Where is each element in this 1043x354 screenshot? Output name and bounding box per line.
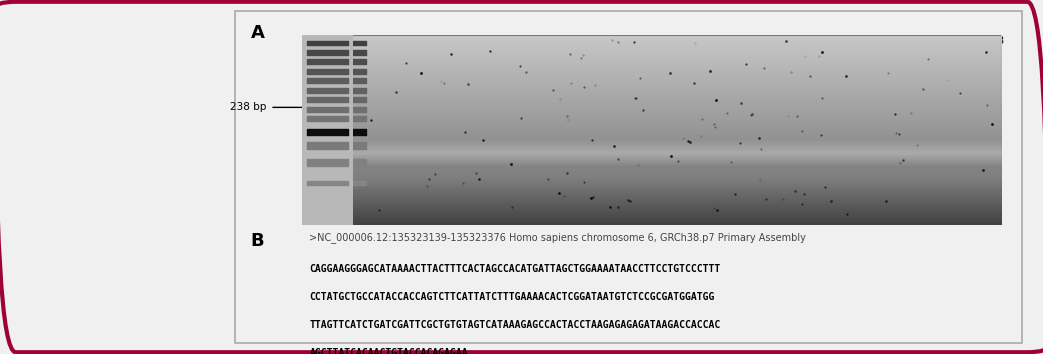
Text: 8: 8 bbox=[724, 35, 730, 46]
Text: 4: 4 bbox=[507, 35, 513, 46]
Text: 1: 1 bbox=[344, 35, 350, 46]
Text: AGCTTATCACAACTGTACCACAGAGAA: AGCTTATCACAACTGTACCACAGAGAA bbox=[310, 348, 468, 354]
Text: 238 bp: 238 bp bbox=[229, 102, 266, 112]
Text: 11: 11 bbox=[883, 35, 897, 46]
Text: 13: 13 bbox=[992, 35, 1005, 46]
Text: 12: 12 bbox=[938, 35, 951, 46]
Text: TTAGTTCATCTGATCGATTCGCTGTGTAGTCATAAAGAGCCACTACCTAAGAGAGAGATAAGACCACCAC: TTAGTTCATCTGATCGATTCGCTGTGTAGTCATAAAGAGC… bbox=[310, 320, 721, 330]
Text: 7: 7 bbox=[670, 35, 676, 46]
Text: 10: 10 bbox=[829, 35, 843, 46]
Text: 2: 2 bbox=[398, 35, 405, 46]
Text: 5: 5 bbox=[561, 35, 567, 46]
Text: >NC_000006.12:135323139-135323376 Homo sapiens chromosome 6, GRCh38.p7 Primary A: >NC_000006.12:135323139-135323376 Homo s… bbox=[310, 232, 806, 243]
Text: B: B bbox=[250, 232, 264, 250]
Text: 6: 6 bbox=[615, 35, 622, 46]
Text: 3: 3 bbox=[453, 35, 459, 46]
Text: A: A bbox=[250, 24, 264, 42]
Text: CAGGAAGGGAGCATAAAACTTACTTTCACTAGCCACATGATTAGCTGGAAAATAACCTTCCTGTCCCTTT: CAGGAAGGGAGCATAAAACTTACTTTCACTAGCCACATGA… bbox=[310, 263, 721, 274]
Text: CCTATGCTGCCATACCACCAGTCTTCATTATCTTTGAAAACACTCGGATAATGTCTCCGCGATGGATGG: CCTATGCTGCCATACCACCAGTCTTCATTATCTTTGAAAA… bbox=[310, 292, 714, 302]
Text: bp: bp bbox=[302, 35, 316, 46]
Text: 9: 9 bbox=[778, 35, 784, 46]
